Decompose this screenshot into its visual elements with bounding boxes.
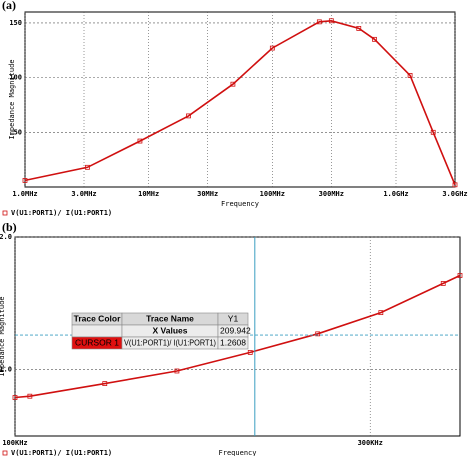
y-tick-label: 50 [14, 128, 22, 136]
x-axis-label: Frequency [219, 449, 257, 456]
marker [22, 178, 28, 183]
panel-label: (b) [2, 220, 17, 234]
marker [372, 36, 377, 42]
y-tick-label: 2.0 [0, 233, 12, 241]
marker [269, 45, 275, 51]
marker [186, 113, 191, 119]
x-tick-label: 3.0MHz [71, 190, 96, 198]
legend-label: V(U1:PORT1)/ I(U1:PORT1) [11, 449, 112, 456]
marker [430, 129, 436, 135]
table-cell [217, 336, 249, 350]
marker [230, 81, 236, 87]
marker [102, 381, 108, 386]
table-cell-text: 1.2608 [220, 337, 246, 347]
marker [12, 395, 18, 400]
table-cell-text: V(U1:PORT1)/ I(U1:PORT1) [124, 337, 216, 347]
legend-label: V(U1:PORT1)/ I(U1:PORT1) [11, 209, 112, 217]
marker [440, 281, 446, 286]
table-header: Trace Name [146, 313, 194, 323]
marker [457, 273, 463, 278]
x-tick-label: 100MHz [260, 190, 285, 198]
x-tick-label: 300KHz [358, 439, 383, 447]
marker [247, 350, 253, 355]
x-tick-label: 3.0GHz [442, 190, 467, 198]
y-axis-label: Impedance Magnitude [0, 296, 6, 376]
marker [315, 331, 321, 337]
table-cell-text: CURSOR 1 [75, 337, 119, 347]
x-tick-label: 10MHz [138, 190, 159, 198]
plot-frame [24, 11, 456, 188]
cursor-table: Trace Color Trace Name Y1 X Values 209.942 CU… [71, 312, 251, 350]
line [24, 19, 456, 186]
marker [356, 26, 362, 31]
x-tick-label: 100KHz [2, 439, 27, 447]
marker [85, 164, 90, 170]
x-tick-label: 300MHz [319, 190, 344, 198]
line [14, 274, 461, 399]
table-cell-text: X Values [153, 325, 188, 335]
y-axis-label: Impedance Magnitude [8, 59, 16, 139]
y-tick-label: 100 [9, 74, 22, 82]
x-tick-label: 1.0GHz [383, 190, 408, 198]
marker [316, 19, 322, 25]
marker [137, 138, 143, 144]
marker [328, 18, 334, 24]
table-header: Trace Color [74, 313, 121, 323]
legend-marker [2, 450, 8, 456]
marker [378, 310, 384, 316]
marker [174, 368, 180, 374]
table-header: Y1 [228, 313, 239, 323]
marker [27, 393, 33, 399]
marker [407, 73, 413, 78]
table-cell-text: 209.942 [220, 325, 251, 335]
y-tick-label: 1.0 [0, 366, 12, 374]
marker [452, 182, 458, 188]
panel-label: (a) [2, 0, 16, 12]
x-tick-label: 30MHz [197, 190, 218, 198]
y-tick-label: 150 [9, 19, 22, 27]
x-axis-label: Frequency [221, 200, 259, 208]
table-cell [71, 324, 123, 338]
x-tick-label: 1.0MHz [12, 190, 37, 198]
legend-marker [2, 210, 8, 216]
